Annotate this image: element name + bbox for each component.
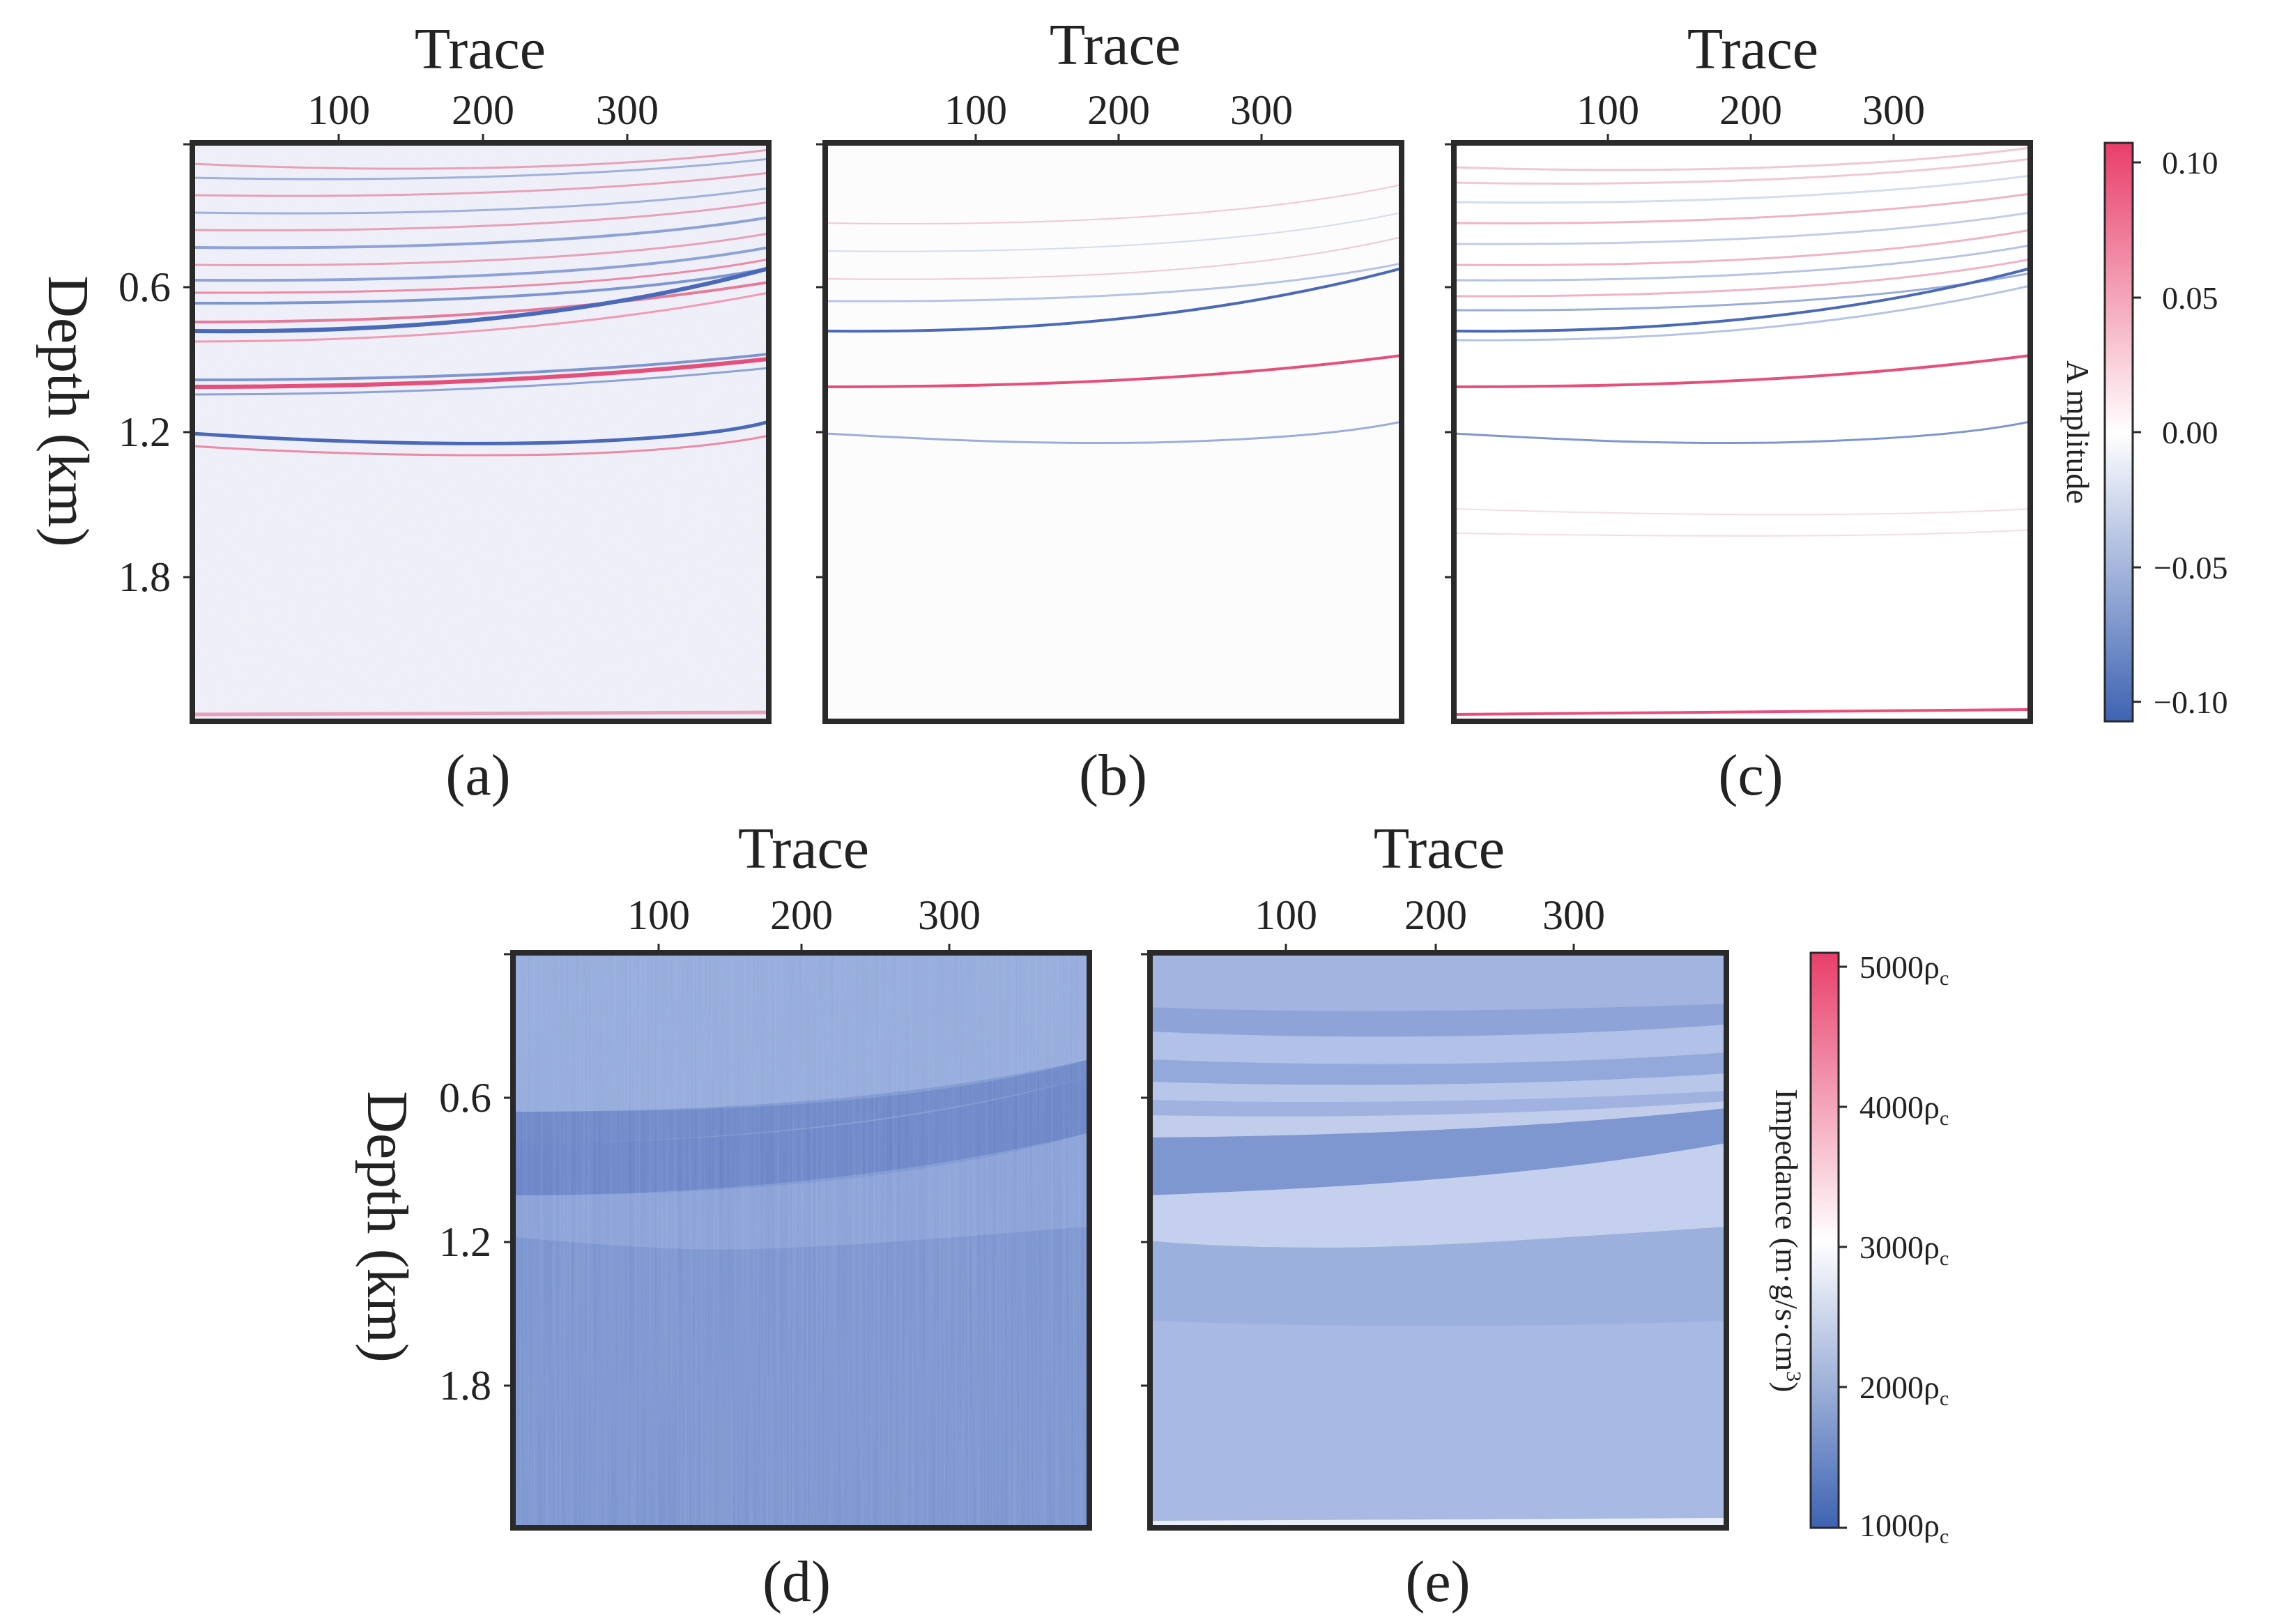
panel-d-xaxis-title: Trace (738, 816, 869, 881)
amplitude-tick-neg0.10: −0.10 (2154, 684, 2227, 720)
panel-a-xtick-200: 200 (452, 87, 514, 133)
panel-e (1147, 950, 1729, 1531)
impedance-colorbar-gradient (1809, 951, 1840, 1529)
impedance-colorbar: 5000ρc 4000ρc 3000ρc 2000ρc 1000ρc Imped… (1769, 949, 1949, 1548)
panel-e-xtick-100: 100 (1255, 892, 1317, 938)
panel-b (822, 140, 1404, 724)
panel-d-ytick-1.2: 1.2 (439, 1219, 491, 1265)
panel-c-xtick-100: 100 (1577, 87, 1639, 133)
axes-b: Trace 100 200 300 (b) (816, 13, 1293, 808)
axes-e: Trace 100 200 300 (e) (1141, 816, 1605, 1614)
amplitude-colorbar-gradient (2103, 141, 2134, 723)
panel-b-xtick-200: 200 (1087, 87, 1150, 133)
amplitude-tick-0.05: 0.05 (2162, 280, 2218, 316)
axes-a: Trace 100 200 300 0.6 1.2 1.8 Depth (km)… (36, 17, 659, 808)
panel-a-caption: (a) (445, 743, 510, 808)
panel-d-xtick-300: 300 (918, 892, 981, 938)
impedance-colorbar-label: Impedance (m·g/s·cm3) (1769, 1089, 1805, 1392)
panel-e-image (1150, 953, 1726, 1528)
panel-a-ytick-1.2: 1.2 (118, 409, 171, 455)
panel-a-ytick-0.6: 0.6 (118, 264, 171, 310)
panel-e-xtick-300: 300 (1542, 892, 1605, 938)
panel-c-xaxis-title: Trace (1687, 17, 1818, 82)
panel-b-background (825, 143, 1402, 721)
impedance-tick-4000: 4000ρc (1859, 1089, 1949, 1130)
panel-b-xtick-100: 100 (944, 87, 1007, 133)
panel-a-xtick-300: 300 (596, 87, 659, 133)
panel-a-yaxis-title: Depth (km) (36, 275, 100, 547)
panel-b-xaxis-title: Trace (1050, 13, 1181, 77)
panel-c-caption: (c) (1718, 743, 1783, 808)
panel-d-image (513, 953, 1089, 1528)
panel-a-xtick-100: 100 (307, 87, 370, 133)
amplitude-colorbar: 0.10 0.05 0.00 −0.05 −0.10 A mplitude (2060, 141, 2227, 723)
amplitude-colorbar-label: A mplitude (2060, 360, 2096, 504)
panel-b-caption: (b) (1079, 743, 1147, 808)
amplitude-tick-0.10: 0.10 (2162, 145, 2218, 181)
panel-a-xaxis-title: Trace (415, 17, 546, 82)
panel-c-image (1454, 146, 2030, 716)
panel-e-frame (1147, 950, 1729, 1531)
impedance-tick-3000: 3000ρc (1859, 1230, 1949, 1270)
panel-d (510, 950, 1092, 1531)
panel-d-xtick-100: 100 (627, 892, 690, 938)
panel-d-caption: (d) (762, 1549, 831, 1614)
amplitude-tick-neg0.05: −0.05 (2154, 550, 2227, 585)
panel-c-xtick-200: 200 (1719, 87, 1782, 133)
impedance-tick-1000: 1000ρc (1859, 1508, 1949, 1548)
panel-d-ytick-1.8: 1.8 (439, 1363, 491, 1409)
panel-e-caption: (e) (1405, 1549, 1470, 1614)
impedance-tick-5000: 5000ρc (1859, 949, 1949, 990)
panel-c (1451, 140, 2033, 724)
panel-d-ytick-0.6: 0.6 (439, 1075, 491, 1121)
panel-e-xtick-200: 200 (1404, 892, 1467, 938)
panel-b-xtick-300: 300 (1230, 87, 1293, 133)
panel-a (190, 140, 772, 724)
panel-d-yaxis-title: Depth (km) (355, 1091, 420, 1363)
panel-a-ytick-1.8: 1.8 (118, 554, 171, 600)
panel-c-background (1454, 143, 2030, 721)
amplitude-tick-0.00: 0.00 (2162, 415, 2218, 450)
panel-c-xtick-300: 300 (1862, 87, 1925, 133)
axes-d: Trace 100 200 300 0.6 1.2 1.8 Depth (km)… (355, 816, 981, 1614)
impedance-tick-2000: 2000ρc (1859, 1370, 1949, 1410)
panel-b-image (825, 184, 1402, 445)
panel-d-xtick-200: 200 (770, 892, 833, 938)
panel-a-image (192, 143, 769, 721)
axes-c: Trace 100 200 300 (c) (1445, 17, 1925, 808)
panel-e-xaxis-title: Trace (1374, 816, 1505, 881)
